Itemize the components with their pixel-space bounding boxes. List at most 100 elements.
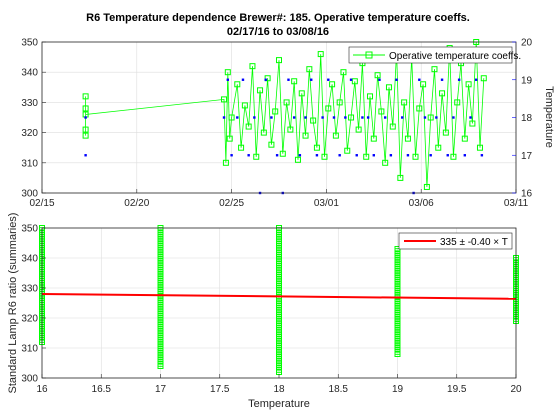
temperature-point xyxy=(304,116,307,119)
bottom-y-tick-label: 340 xyxy=(21,254,38,265)
r6-point xyxy=(257,87,264,94)
r6-series-line xyxy=(85,41,485,188)
temperature-point xyxy=(361,116,364,119)
r6-point xyxy=(363,153,370,160)
temperature-point xyxy=(469,116,472,119)
r6-point xyxy=(442,129,449,136)
r6-point xyxy=(279,150,286,157)
temperature-point xyxy=(423,116,427,119)
r6-point xyxy=(480,75,487,82)
temperature-point xyxy=(298,154,302,157)
r6-point xyxy=(382,159,389,166)
top-y-tick-label: 310 xyxy=(21,158,38,169)
r6-point xyxy=(469,120,476,127)
r6-point xyxy=(228,114,235,121)
temperature-point xyxy=(457,78,461,81)
top-chart: R6 Temperature dependence Brewer#: 185. … xyxy=(21,12,555,209)
temperature-point xyxy=(401,116,404,119)
r6-point xyxy=(397,174,404,181)
r6-point xyxy=(221,96,228,103)
chart-title: R6 Temperature dependence Brewer#: 185. … xyxy=(86,12,470,24)
top-y-tick-label: 350 xyxy=(21,38,38,49)
temperature-point xyxy=(395,78,398,81)
chart-subtitle: 02/17/16 to 03/08/16 xyxy=(227,26,329,38)
bottom-x-tick-label: 17.5 xyxy=(210,384,230,395)
r6-point xyxy=(276,57,282,64)
r6-point xyxy=(313,144,320,151)
r6-point xyxy=(82,126,89,133)
right-y-tick-label: 16 xyxy=(521,189,533,200)
r6-point xyxy=(268,141,275,148)
temperature-point xyxy=(435,116,438,119)
r6-point xyxy=(238,144,245,151)
r6-point xyxy=(378,108,385,115)
temperature-point xyxy=(378,78,381,81)
top-x-tick-label: 02/25 xyxy=(219,198,244,209)
bottom-x-tick-label: 19.5 xyxy=(447,384,467,395)
r6-point xyxy=(222,159,229,166)
r6-point xyxy=(306,66,313,73)
r6-point xyxy=(226,135,233,142)
temperature-point xyxy=(292,116,296,119)
temperature-point xyxy=(264,78,267,81)
r6-point xyxy=(465,81,472,88)
temperature-point xyxy=(247,154,250,157)
top-legend-marker xyxy=(365,51,373,59)
r6-point xyxy=(351,78,358,85)
top-legend-box xyxy=(348,46,513,64)
temperature-point xyxy=(327,78,330,81)
r6-point xyxy=(423,183,430,190)
temperature-point xyxy=(332,116,336,119)
temperature-point xyxy=(253,116,256,119)
r6-point xyxy=(435,144,442,151)
r6-point xyxy=(427,114,434,121)
r6-point xyxy=(329,81,336,88)
temperature-point xyxy=(429,154,432,157)
temperature-point xyxy=(366,116,370,119)
r6-point xyxy=(389,123,396,130)
bottom-y-tick-label: 300 xyxy=(21,374,38,385)
r6-point xyxy=(420,81,427,88)
r6-point xyxy=(264,75,271,82)
r6-point xyxy=(332,132,339,139)
temperature-point xyxy=(344,116,347,119)
r6-point xyxy=(245,123,252,130)
r6-point xyxy=(416,105,423,112)
r6-point xyxy=(336,99,343,106)
r6-point xyxy=(404,135,411,142)
r6-point xyxy=(287,126,294,133)
r6-point xyxy=(302,132,309,139)
r6-point xyxy=(241,102,248,109)
r6-point xyxy=(340,69,347,76)
bottom-point xyxy=(157,363,164,369)
top-y-tick-label: 320 xyxy=(21,128,38,139)
bottom-legend-box xyxy=(398,232,513,250)
top-legend-label: Operative temperature coeffs. xyxy=(389,51,521,62)
bottom-legend-label: 335 ± -0.40 × T xyxy=(440,237,508,248)
r6-point xyxy=(260,129,267,136)
top-y-tick-label: 300 xyxy=(21,189,38,200)
r6-point xyxy=(234,81,241,88)
top-legend: Operative temperature coeffs. xyxy=(348,46,521,64)
bottom-x-tick-label: 16 xyxy=(36,384,48,395)
r6-point xyxy=(298,90,305,97)
r6-point xyxy=(344,147,351,154)
r6-point xyxy=(454,99,461,106)
temperature-point xyxy=(226,78,230,81)
r6-point xyxy=(82,93,89,100)
temperature-point xyxy=(270,116,273,119)
bottom-y-tick-label: 320 xyxy=(21,314,38,325)
r6-point xyxy=(253,153,260,160)
bottom-chart: 16 16.5 17 17.5 18 18.5 19 19.5 20 300 310 320 330 34… xyxy=(7,213,522,410)
temperature-point xyxy=(372,154,375,157)
temperature-point xyxy=(287,78,290,81)
r6-point xyxy=(367,93,374,100)
bottom-x-tick-label: 20 xyxy=(510,384,522,395)
temperature-point xyxy=(222,116,226,119)
bottom-x-tick-label: 16.5 xyxy=(92,384,112,395)
r6-point xyxy=(317,51,324,58)
bottom-x-axis-label: Temperature xyxy=(248,398,310,410)
r6-point xyxy=(412,153,419,160)
temperature-point xyxy=(383,116,387,119)
r6-point xyxy=(82,105,89,112)
